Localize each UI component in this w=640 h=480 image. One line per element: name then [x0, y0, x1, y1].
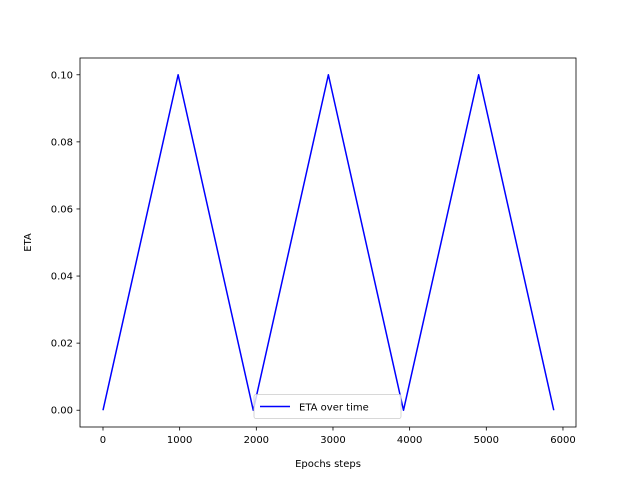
y-tick-label: 0.00 [51, 406, 73, 417]
y-tick-label: 0.02 [51, 339, 73, 350]
legend: ETA over time [253, 394, 402, 419]
y-tick-label: 0.10 [51, 70, 73, 81]
y-axis-label: ETA [23, 233, 34, 252]
legend-label: ETA over time [299, 403, 369, 414]
series-line [102, 74, 555, 411]
legend-box [253, 394, 402, 419]
x-tick-label: 6000 [550, 435, 575, 446]
x-ticks: 0 1000 2000 3000 4000 5000 6000 [100, 427, 576, 446]
y-tick-label: 0.08 [51, 137, 73, 148]
y-ticks: 0.00 0.02 0.04 0.06 0.08 0.10 [51, 70, 80, 417]
x-tick-label: 3000 [320, 435, 345, 446]
x-tick-label: 0 [100, 435, 106, 446]
y-tick-label: 0.04 [51, 272, 73, 283]
x-tick-label: 2000 [244, 435, 269, 446]
y-tick-label: 0.06 [51, 204, 73, 215]
x-tick-label: 4000 [397, 435, 422, 446]
series-layer [102, 74, 555, 411]
x-tick-label: 1000 [167, 435, 192, 446]
axes-frame [79, 57, 577, 428]
x-tick-label: 5000 [474, 435, 499, 446]
x-axis-label: Epochs steps [295, 459, 361, 470]
